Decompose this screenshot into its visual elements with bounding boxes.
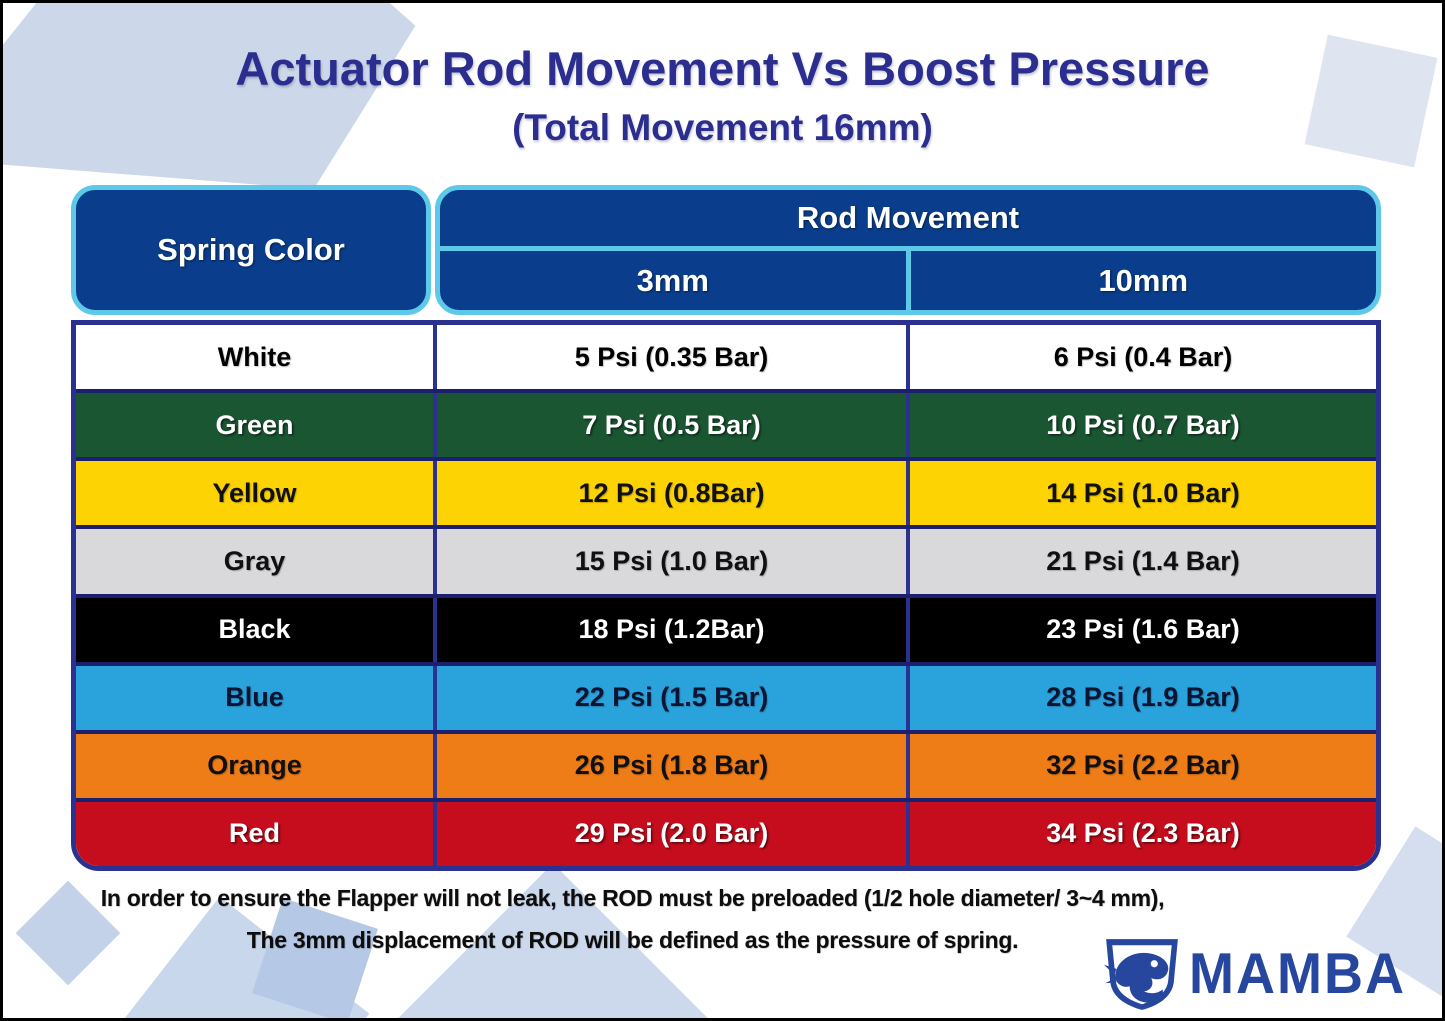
header-10mm: 10mm (905, 251, 1377, 310)
footnote-line1: In order to ensure the Flapper will not … (100, 885, 1165, 911)
page-title: Actuator Rod Movement Vs Boost Pressure (235, 42, 1210, 95)
psi-10mm-cell: 32 Psi (2.2 Bar) (906, 733, 1376, 798)
psi-10mm-cell: 34 Psi (2.3 Bar) (906, 801, 1376, 866)
table-row: Green 7 Psi (0.5 Bar) 10 Psi (0.7 Bar) (76, 389, 1376, 458)
spring-color-cell: Yellow (212, 477, 297, 508)
table-row: Blue 22 Psi (1.5 Bar) 28 Psi (1.9 Bar) (76, 661, 1376, 730)
brand-logo: MAMBA (1101, 935, 1406, 1013)
psi-3mm-cell: 12 Psi (0.8Bar) (433, 461, 906, 526)
header-rod-movement-group: Rod Movement 3mm 10mm (435, 185, 1381, 315)
table-row: Gray 15 Psi (1.0 Bar) 21 Psi (1.4 Bar) (76, 525, 1376, 594)
spring-color-cell: Blue (225, 682, 284, 713)
psi-3mm-cell: 5 Psi (0.35 Bar) (433, 325, 906, 390)
footnote: In order to ensure the Flapper will not … (63, 877, 1202, 961)
psi-3mm-cell: 15 Psi (1.0 Bar) (433, 529, 906, 594)
spring-color-cell: Gray (223, 545, 286, 576)
header-3mm: 3mm (636, 262, 709, 298)
footnote-line2: The 3mm displacement of ROD will be defi… (246, 927, 1019, 953)
brand-name: MAMBA (1189, 942, 1406, 1006)
psi-10mm-cell: 21 Psi (1.4 Bar) (906, 529, 1376, 594)
header-divider (440, 246, 1376, 251)
spring-color-cell: Green (215, 409, 294, 440)
psi-10mm-cell: 14 Psi (1.0 Bar) (906, 461, 1376, 526)
table-row: Red 29 Psi (2.0 Bar) 34 Psi (2.3 Bar) (76, 797, 1376, 866)
table-row: Black 18 Psi (1.2Bar) 23 Psi (1.6 Bar) (76, 593, 1376, 662)
header-spring-color: Spring Color (71, 185, 431, 315)
header-rod-movement: Rod Movement (796, 200, 1020, 235)
psi-10mm-cell: 28 Psi (1.9 Bar) (906, 665, 1376, 730)
page-subtitle: (Total Movement 16mm) (512, 107, 933, 148)
psi-10mm-cell: 23 Psi (1.6 Bar) (906, 597, 1376, 662)
psi-3mm-cell: 18 Psi (1.2Bar) (433, 597, 906, 662)
mamba-shield-snake-icon (1104, 939, 1178, 1010)
psi-3mm-cell: 22 Psi (1.5 Bar) (433, 665, 906, 730)
header-subrow: 3mm 10mm (440, 251, 1376, 310)
psi-3mm-cell: 7 Psi (0.5 Bar) (433, 393, 906, 458)
spring-color-cell: Red (228, 818, 280, 849)
table-row: Orange 26 Psi (1.8 Bar) 32 Psi (2.2 Bar) (76, 729, 1376, 798)
psi-10mm-cell: 6 Psi (0.4 Bar) (906, 325, 1376, 390)
spring-color-cell: Black (218, 614, 291, 645)
spring-color-cell: White (217, 341, 292, 372)
psi-3mm-cell: 26 Psi (1.8 Bar) (433, 733, 906, 798)
psi-3mm-cell: 29 Psi (2.0 Bar) (433, 801, 906, 866)
spring-color-cell: Orange (207, 750, 302, 781)
table-body: White 5 Psi (0.35 Bar) 6 Psi (0.4 Bar) Gree… (71, 320, 1381, 871)
psi-10mm-cell: 10 Psi (0.7 Bar) (906, 393, 1376, 458)
table-row: Yellow 12 Psi (0.8Bar) 14 Psi (1.0 Bar) (76, 457, 1376, 526)
table-row: White 5 Psi (0.35 Bar) 6 Psi (0.4 Bar) (76, 325, 1376, 390)
